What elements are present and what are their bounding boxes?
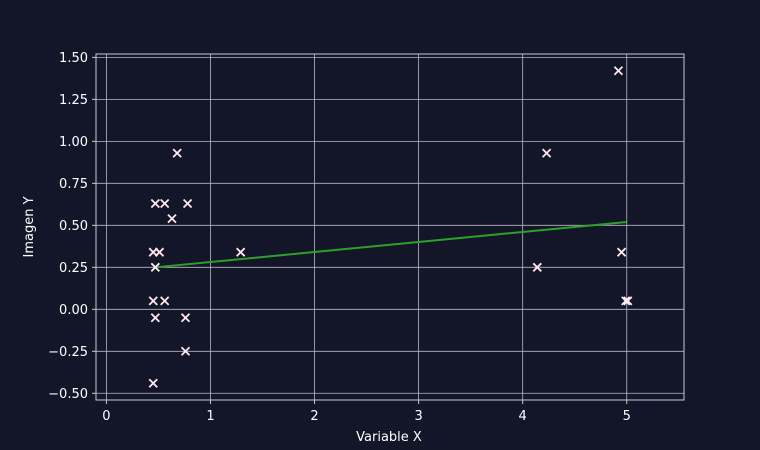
data-point [613,66,624,76]
grid-lines [96,54,684,400]
marker-stroke [150,198,160,209]
marker-stroke [172,148,182,158]
x-tick-label: 1 [206,409,214,424]
y-axis-label: Imagen Y [22,196,37,257]
y-tick-label: −0.25 [48,345,88,360]
marker-stroke [150,313,160,323]
marker-stroke [160,296,170,306]
marker-stroke [150,262,160,272]
y-tick-label: 0.25 [59,261,88,276]
data-point [180,346,191,356]
y-tick-label: 0.50 [59,219,88,234]
marker-stroke [167,213,177,224]
marker-stroke [236,247,246,257]
marker-stroke [180,313,191,323]
trend-line [155,220,627,269]
y-tick-label: 0.75 [59,177,88,192]
data-point [182,198,193,209]
marker-stroke [148,296,158,306]
x-tick-label: 3 [414,409,422,424]
x-tick-label: 4 [519,409,527,424]
y-tick-label: −0.50 [48,387,88,402]
data-point [148,296,158,306]
marker-stroke [182,198,193,209]
data-point [623,296,633,306]
data-point [616,247,627,257]
marker-stroke [616,247,627,257]
data-point [160,296,170,306]
data-point [167,213,177,224]
plot-frame [95,53,685,401]
y-tick-label: 1.00 [59,135,88,150]
marker-stroke [613,66,624,76]
data-point [532,262,542,272]
x-tick-label: 0 [102,409,110,424]
marker-stroke [621,296,631,306]
y-tick-label: 1.25 [59,93,88,108]
marker-stroke [148,378,158,388]
data-point [160,198,170,209]
x-tick-label: 5 [623,409,631,424]
x-axis-label: Variable X [356,430,422,445]
marker-stroke [623,296,633,306]
data-point [150,262,160,272]
data-point [154,247,165,257]
data-point [180,313,191,323]
marker-stroke [541,148,552,158]
data-point [150,313,160,323]
x-tick-label: 2 [310,409,318,424]
data-point [150,198,160,209]
marker-stroke [160,198,170,209]
y-tick-label: 0.00 [59,303,88,318]
marker-stroke [180,346,191,356]
data-point [236,247,246,257]
marker-stroke [154,247,165,257]
data-point [621,296,631,306]
data-point [172,148,182,158]
y-tick-label: 1.50 [59,51,88,66]
axis-ticks: 0 1 2 3 4 5 −0.50 −0.25 0.00 0.25 0.50 0.75 1.00 1.25… [48,51,631,424]
data-points [148,66,633,388]
trend-line-group [155,220,627,269]
data-point [541,148,552,158]
marker-stroke [532,262,542,272]
data-point [148,378,158,388]
